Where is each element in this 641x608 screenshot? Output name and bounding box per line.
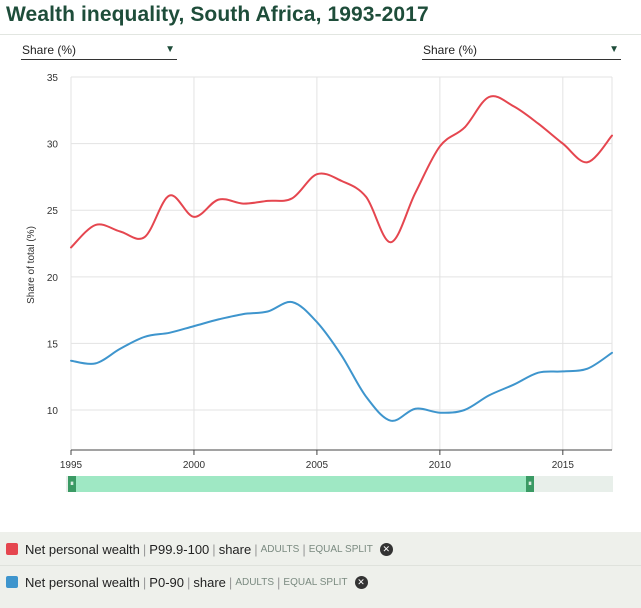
y-tick-label: 25 — [47, 206, 59, 217]
y-tick-label: 35 — [47, 73, 59, 84]
y-tick-label: 10 — [47, 406, 59, 417]
drag-handle-icon: ⏸ — [70, 479, 74, 488]
line-chart: 10 15 20 25 30 35 1995 2000 2005 2010 2015 Share o… — [26, 73, 613, 471]
x-tick-label: 2015 — [552, 460, 575, 471]
right-select-value: Share (%) — [423, 43, 478, 57]
legend-split: EQUAL SPLIT — [283, 576, 348, 588]
caret-down-icon: ▼ — [609, 44, 619, 55]
legend-separator: | — [277, 574, 281, 590]
legend-percentile: P99.9-100 — [149, 541, 210, 557]
x-tick-label: 1995 — [60, 460, 83, 471]
range-slider-selection[interactable] — [72, 476, 530, 492]
legend-swatch-red — [6, 543, 18, 555]
legend-metric: share — [218, 541, 252, 557]
title-divider — [0, 34, 641, 35]
legend-percentile: P0-90 — [149, 574, 184, 590]
y-tick-label: 15 — [47, 339, 59, 350]
x-tick-label: 2010 — [429, 460, 452, 471]
legend-separator: | — [254, 541, 258, 557]
legend-item: Net personal wealth | P99.9-100 | share … — [0, 533, 641, 565]
axes: 10 15 20 25 30 35 1995 2000 2005 2010 2015 — [47, 73, 612, 471]
close-circle-icon[interactable]: ✕ — [354, 575, 368, 589]
legend-separator: | — [302, 541, 306, 557]
legend-separator: | — [212, 541, 216, 557]
series-line-p0-90[interactable] — [70, 300, 613, 422]
legend-separator: | — [142, 574, 147, 590]
left-select-value: Share (%) — [22, 43, 77, 57]
legend-separator: | — [142, 541, 147, 557]
legend-separator: | — [187, 574, 191, 590]
range-slider-left-handle[interactable]: ⏸ — [68, 476, 76, 492]
y-tick-label: 30 — [47, 140, 59, 151]
right-axis-metric-select[interactable]: Share (%) ▼ — [422, 40, 621, 60]
legend-separator: | — [228, 574, 233, 590]
drag-handle-icon: ⏸ — [528, 479, 532, 488]
y-axis-label: Share of total (%) — [26, 226, 37, 304]
caret-down-icon: ▼ — [165, 44, 175, 55]
page-title: Wealth inequality, South Africa, 1993-20… — [6, 3, 429, 26]
x-tick-label: 2000 — [183, 460, 206, 471]
grid-lines — [70, 76, 613, 450]
legend-panel — [0, 532, 641, 608]
legend-split: EQUAL SPLIT — [308, 543, 373, 555]
y-tick-label: 20 — [47, 273, 59, 284]
legend-metric: share — [193, 574, 226, 590]
left-axis-metric-select[interactable]: Share (%) ▼ — [21, 40, 177, 60]
series-line-p99-9-100[interactable] — [70, 95, 613, 249]
x-tick-label: 2005 — [306, 460, 329, 471]
legend-indicator: Net personal wealth — [25, 574, 140, 590]
legend-swatch-blue — [6, 576, 18, 588]
range-slider-right-handle[interactable]: ⏸ — [526, 476, 534, 492]
series-lines — [70, 95, 613, 422]
legend-population: ADULTS — [235, 576, 275, 588]
legend-population: ADULTS — [260, 543, 300, 555]
close-circle-icon[interactable]: ✕ — [379, 542, 393, 556]
legend-indicator: Net personal wealth — [25, 541, 140, 557]
legend-item: Net personal wealth | P0-90 | share | AD… — [0, 565, 641, 598]
